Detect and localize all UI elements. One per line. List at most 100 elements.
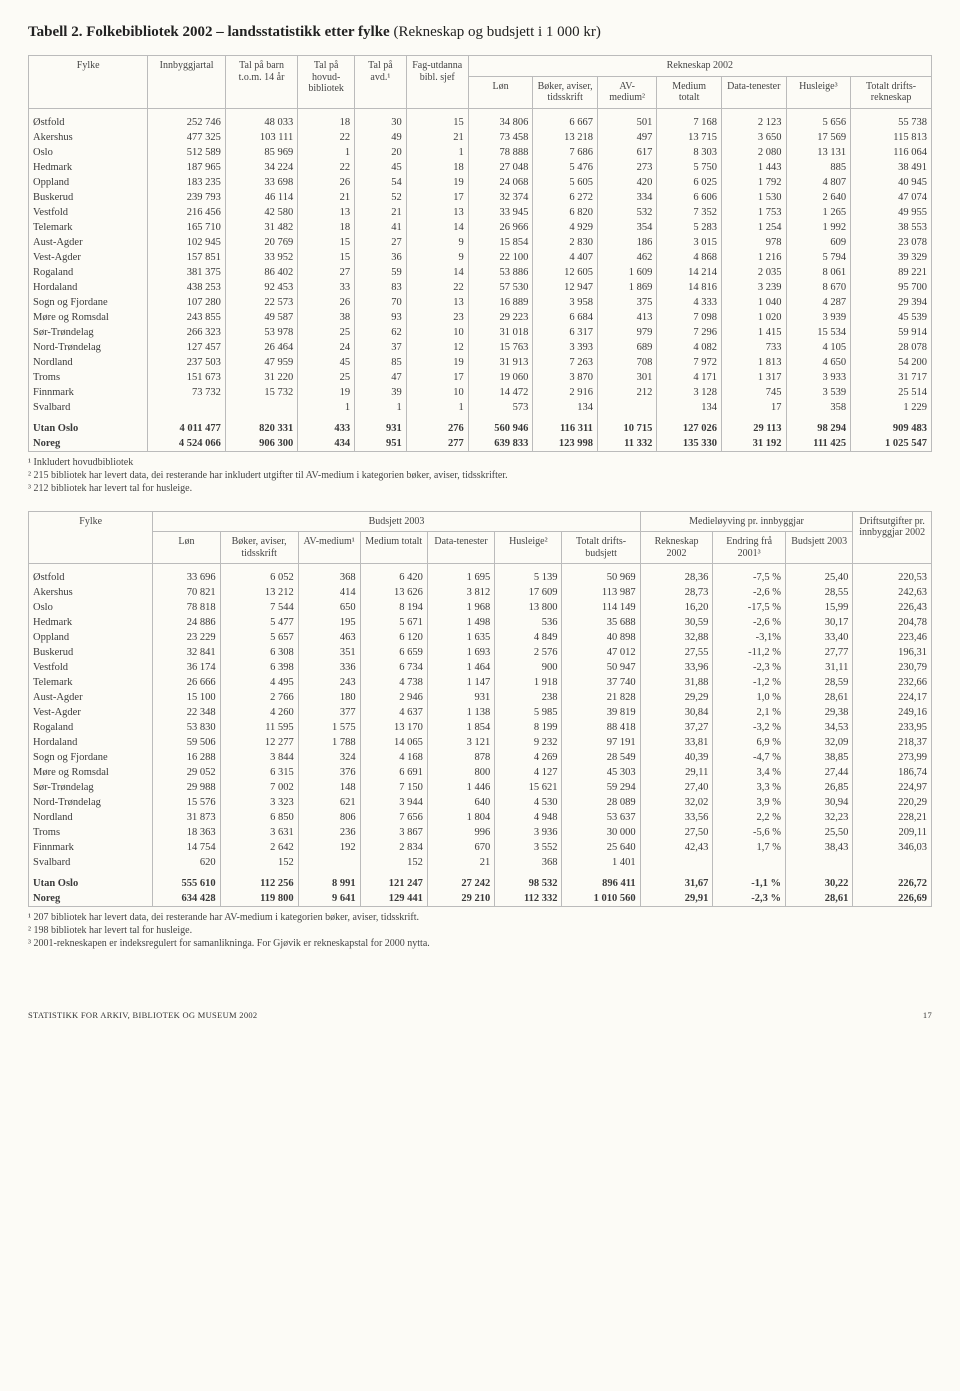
row-value: 88 418 xyxy=(562,720,640,735)
total-value: 116 311 xyxy=(533,421,598,436)
row-value: 45 539 xyxy=(851,310,931,325)
row-value: 21 xyxy=(298,190,355,205)
row-value: 36 xyxy=(355,250,407,265)
row-value: 25 640 xyxy=(562,840,640,855)
t2-h-bok: Bøker, aviser, tidsskrift xyxy=(220,532,298,564)
table-row: Rogaland381 37586 40227591453 88612 6051… xyxy=(29,265,931,280)
row-value: 25 xyxy=(298,325,355,340)
row-value: 33 698 xyxy=(225,175,297,190)
row-value: 3 650 xyxy=(721,130,786,145)
row-value: 19 060 xyxy=(468,370,533,385)
row-label: Sogn og Fjordane xyxy=(29,750,153,765)
row-value: 13 131 xyxy=(786,145,851,160)
row-value: 38 xyxy=(298,310,355,325)
row-value: 59 xyxy=(355,265,407,280)
row-value: 6 308 xyxy=(220,645,298,660)
total-value: 4 011 477 xyxy=(148,421,226,436)
row-value: 216 456 xyxy=(148,205,226,220)
table-2: Fylke Budsjett 2003 Medieløyving pr. inn… xyxy=(29,512,931,907)
t1-h-innb: Innbyggjartal xyxy=(148,56,226,108)
row-value: 237 503 xyxy=(148,355,226,370)
total-value: 639 833 xyxy=(468,436,533,451)
row-value: 7 656 xyxy=(360,810,427,825)
row-value: 54 xyxy=(355,175,407,190)
row-value: 28 089 xyxy=(562,795,640,810)
row-value: 45 xyxy=(355,160,407,175)
row-value: 3 870 xyxy=(533,370,598,385)
row-value: 368 xyxy=(298,570,360,585)
table-row: Rogaland53 83011 5951 57513 1701 8548 19… xyxy=(29,720,931,735)
total-value: 8 991 xyxy=(298,876,360,891)
row-value: 15 854 xyxy=(468,235,533,250)
row-value: 27,40 xyxy=(640,780,713,795)
table-2-container: Fylke Budsjett 2003 Medieløyving pr. inn… xyxy=(28,511,932,908)
total-value: 121 247 xyxy=(360,876,427,891)
row-value: 192 xyxy=(298,840,360,855)
table-row: Telemark26 6664 4952434 7381 1471 91837 … xyxy=(29,675,931,690)
row-value: 4 849 xyxy=(495,630,562,645)
row-value: 334 xyxy=(597,190,656,205)
row-value: -1,2 % xyxy=(713,675,786,690)
row-label: Rogaland xyxy=(29,265,148,280)
row-value: 266 323 xyxy=(148,325,226,340)
row-value: -4,7 % xyxy=(713,750,786,765)
row-value: 8 194 xyxy=(360,600,427,615)
row-value: 6 734 xyxy=(360,660,427,675)
row-label: Oppland xyxy=(29,175,148,190)
row-label: Buskerud xyxy=(29,645,153,660)
title-light: (Rekneskap og budsjett i 1 000 kr) xyxy=(390,24,601,40)
row-value: 351 xyxy=(298,645,360,660)
row-value: 609 xyxy=(786,235,851,250)
total-value: 10 715 xyxy=(597,421,656,436)
row-value: 226,43 xyxy=(853,600,931,615)
table-row: Hordaland438 25392 45333832257 53012 947… xyxy=(29,280,931,295)
row-value: 49 587 xyxy=(225,310,297,325)
row-value: 86 402 xyxy=(225,265,297,280)
row-value: 377 xyxy=(298,705,360,720)
row-value: 22 348 xyxy=(153,705,220,720)
row-label: Buskerud xyxy=(29,190,148,205)
t1-h-boker: Bøker, aviser, tidsskrift xyxy=(533,76,598,108)
row-value: 1 xyxy=(406,400,468,415)
row-value: 621 xyxy=(298,795,360,810)
total-value: 28,61 xyxy=(786,891,853,906)
row-value: 745 xyxy=(721,385,786,400)
row-value: 97 191 xyxy=(562,735,640,750)
row-value: 5 671 xyxy=(360,615,427,630)
row-value: 38 553 xyxy=(851,220,931,235)
row-value: 650 xyxy=(298,600,360,615)
row-value: 16 288 xyxy=(153,750,220,765)
row-value: 19 xyxy=(298,385,355,400)
row-value: 463 xyxy=(298,630,360,645)
total-value: 906 300 xyxy=(225,436,297,451)
row-value: 1 xyxy=(406,145,468,160)
row-label: Troms xyxy=(29,825,153,840)
row-value: 6 606 xyxy=(657,190,722,205)
total-value: 276 xyxy=(406,421,468,436)
row-value: 6 850 xyxy=(220,810,298,825)
row-value: 12 277 xyxy=(220,735,298,750)
t2-super1: Budsjett 2003 xyxy=(153,512,640,532)
row-value: 30 000 xyxy=(562,825,640,840)
total-value: 931 xyxy=(355,421,407,436)
row-value: 92 453 xyxy=(225,280,297,295)
row-value: 497 xyxy=(597,130,656,145)
row-value: 62 xyxy=(355,325,407,340)
table-row: Oppland183 23533 69826541924 0685 605420… xyxy=(29,175,931,190)
row-value: 187 965 xyxy=(148,160,226,175)
row-value: 1 753 xyxy=(721,205,786,220)
row-value: 239 793 xyxy=(148,190,226,205)
row-label: Troms xyxy=(29,370,148,385)
row-label: Aust-Agder xyxy=(29,235,148,250)
row-value: 13 626 xyxy=(360,585,427,600)
row-value: 4 650 xyxy=(786,355,851,370)
row-value: 212 xyxy=(597,385,656,400)
row-value: 31 018 xyxy=(468,325,533,340)
row-value: 23 xyxy=(406,310,468,325)
row-value: 85 969 xyxy=(225,145,297,160)
row-value: 1 854 xyxy=(427,720,494,735)
row-value: 27,55 xyxy=(640,645,713,660)
table-row: Nord-Trøndelag15 5763 3236213 9446404 53… xyxy=(29,795,931,810)
row-value: 220,29 xyxy=(853,795,931,810)
row-value: -3,1% xyxy=(713,630,786,645)
